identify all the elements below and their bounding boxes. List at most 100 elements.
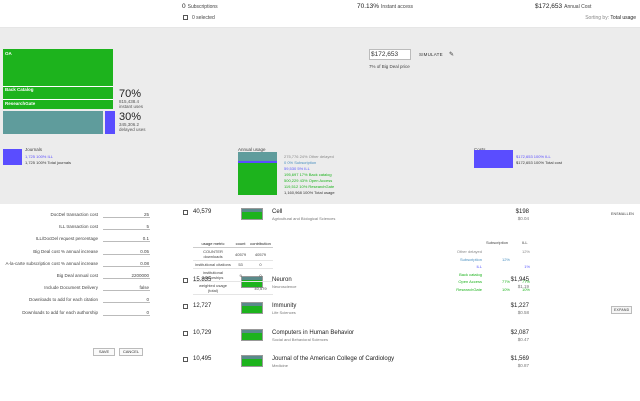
expand-button[interactable]: EXPAND — [611, 306, 633, 314]
usage-metric-table: usage metric count contribution COUNTER … — [193, 240, 273, 295]
settings-field-input[interactable]: 0.1 — [103, 236, 150, 243]
usage-table-row: COUNTER downloads 40579 40579 — [193, 247, 273, 261]
settings-field-label: Big Deal cost % annual increase — [33, 248, 98, 254]
usage-count-cell: 40579 — [233, 247, 249, 261]
journals-ill-line: 1,725 100% ILL — [25, 154, 54, 159]
usage-contribution-cell: 0 — [248, 260, 273, 269]
ill-block[interactable] — [105, 111, 115, 134]
sub-row-label: Open Access — [458, 279, 482, 284]
usage-table-row: weighted usage (total) 40,579 — [193, 281, 273, 295]
top-bar: 0 Subscriptions 70.13% Instant access $172… — [0, 0, 640, 28]
journal-usage-thumbnail — [241, 355, 263, 367]
journal-title[interactable]: Computers in Human Behavior — [272, 330, 355, 336]
sub-row-label: Back catalog — [459, 271, 482, 277]
delayed-pct: 30% — [119, 111, 142, 123]
journal-subject: Life Sciences — [272, 310, 296, 315]
sub-row-subscription-value: 12% — [501, 256, 510, 262]
big-deal-text: 7% of Big Deal price — [369, 64, 410, 69]
sub-row-label: Other delayed — [456, 249, 482, 254]
price-prefix: $ — [371, 51, 375, 58]
usage-header-contribution: contribution — [248, 240, 273, 248]
journals-bar — [3, 149, 22, 165]
settings-field-label: ILL transaction cost — [59, 224, 98, 230]
journal-checkbox[interactable] — [183, 331, 188, 336]
instant-access-pct: 70.13% — [357, 3, 380, 10]
annual-usage-legend-line: 195,697 17% Back catalog — [284, 172, 332, 177]
usage-table-row: institutional authorships 9 0 — [193, 268, 273, 282]
journal-thumbnail-delayed-strip — [242, 330, 262, 333]
instant-access-label: Instant access — [381, 4, 414, 10]
annual-cost-label: Annual Cost — [564, 4, 592, 10]
sub-row-label: ResearchGate — [456, 286, 482, 292]
settings-field-input[interactable]: 0.08 — [103, 261, 150, 267]
settings-field-label: Downloads to add for each authorship — [22, 309, 98, 315]
journal-row[interactable]: 40,579 Cell Agricultural and Biological Sc… — [183, 208, 634, 232]
sub-header-subscription: Subscription — [486, 240, 509, 245]
journal-title[interactable]: Cell — [272, 209, 283, 215]
journal-checkbox[interactable] — [183, 210, 188, 215]
journal-row[interactable]: 10,495 Journal of the American College of… — [183, 355, 623, 379]
journal-price: $1,945 — [510, 277, 529, 283]
journal-title[interactable]: Immunity — [272, 303, 297, 309]
journal-thumbnail-delayed-strip — [242, 303, 262, 306]
annual-cost-value: $172,653 — [535, 3, 563, 10]
other-delayed-block[interactable] — [3, 111, 103, 134]
sort-control[interactable]: Sorting by: Total usage — [585, 15, 636, 21]
settings-field-input[interactable]: 25 — [103, 212, 150, 218]
journal-row[interactable]: 10,729 Computers in Human Behavior Social … — [183, 329, 623, 353]
journal-subject: Social and Behavioral Sciences — [272, 337, 329, 342]
journal-checkbox[interactable] — [183, 304, 188, 309]
journal-usage-thumbnail — [241, 302, 263, 314]
journal-title[interactable]: Journal of the American College of Cardi… — [272, 356, 395, 362]
journal-usage-count: 10,729 — [193, 330, 212, 336]
journal-title[interactable]: Neuron — [272, 277, 292, 283]
annual-cost-stat: $172,653 Annual Cost — [535, 3, 591, 10]
oa-label: OA — [5, 51, 12, 56]
journal-price-per-use: $0.58 — [517, 310, 529, 315]
back-catalog-block[interactable] — [3, 86, 113, 99]
settings-field-label: Big Deal annual cost — [56, 273, 98, 278]
selected-count: 0 selected — [192, 15, 215, 21]
annual-usage-legend-line: 59,530 5% ILL — [284, 166, 310, 171]
settings-field-input[interactable]: false — [103, 285, 150, 292]
pencil-icon[interactable]: ✎ — [449, 52, 455, 58]
journal-checkbox[interactable] — [183, 278, 188, 283]
settings-field-input[interactable]: 5 — [103, 224, 150, 231]
settings-field-input[interactable]: 0.05 — [103, 249, 150, 255]
usage-count-cell: 9 — [233, 268, 249, 282]
journal-checkbox[interactable] — [183, 357, 188, 362]
usage-count-cell: 53 — [233, 260, 249, 269]
annual-usage-legend-line: 275,776 24% Other delayed — [284, 154, 334, 159]
journal-price-per-use: $0.47 — [517, 337, 529, 342]
journal-thumbnail-delayed-strip — [242, 209, 262, 212]
usage-table-header: usage metric count contribution — [193, 240, 273, 248]
sub-row-label: ILL — [476, 264, 482, 269]
usage-metric-cell: institutional authorships — [193, 268, 233, 282]
settings-field-label: Include Document Delivery — [44, 285, 98, 291]
settings-field-input[interactable]: 2200000 — [103, 273, 150, 279]
simulate-button[interactable]: SIMULATE — [419, 52, 443, 57]
ensmallen-button[interactable]: ENSMALLEN — [611, 212, 635, 216]
settings-field-input[interactable]: 0 — [103, 297, 150, 304]
subscriptions-label: Subscriptions — [187, 4, 218, 10]
sub-header-ill: ILL — [522, 240, 528, 245]
journal-row[interactable]: 12,727 Immunity Life Sciences $1,227 $0.58 EX… — [183, 302, 633, 326]
save-button[interactable]: SAVE — [93, 348, 115, 356]
price-input[interactable]: $172,653 — [369, 49, 411, 60]
costs-ill-line: $172,653 100% ILL — [516, 154, 551, 159]
journal-price: $198 — [515, 209, 529, 215]
usage-contribution-cell: 0 — [248, 268, 273, 282]
researchgate-block[interactable] — [3, 99, 113, 109]
oa-block[interactable] — [3, 49, 113, 87]
cancel-button[interactable]: CANCEL — [119, 348, 143, 356]
sub-row-ill-value: 12% — [521, 249, 530, 254]
back-catalog-label: Back Catalog — [5, 87, 34, 92]
instant-uses: 815,438.4 instant uses — [119, 99, 143, 109]
journal-usage-thumbnail — [241, 208, 263, 220]
subscriptions-stat: 0 Subscriptions — [182, 3, 218, 10]
usage-header-metric: usage metric — [193, 240, 233, 248]
delayed-uses-label: delayed uses — [119, 127, 146, 132]
settings-field-input[interactable]: 0 — [103, 310, 150, 316]
select-all-checkbox[interactable] — [183, 15, 188, 21]
delayed-uses: 345,306.2 delayed uses — [119, 122, 146, 132]
